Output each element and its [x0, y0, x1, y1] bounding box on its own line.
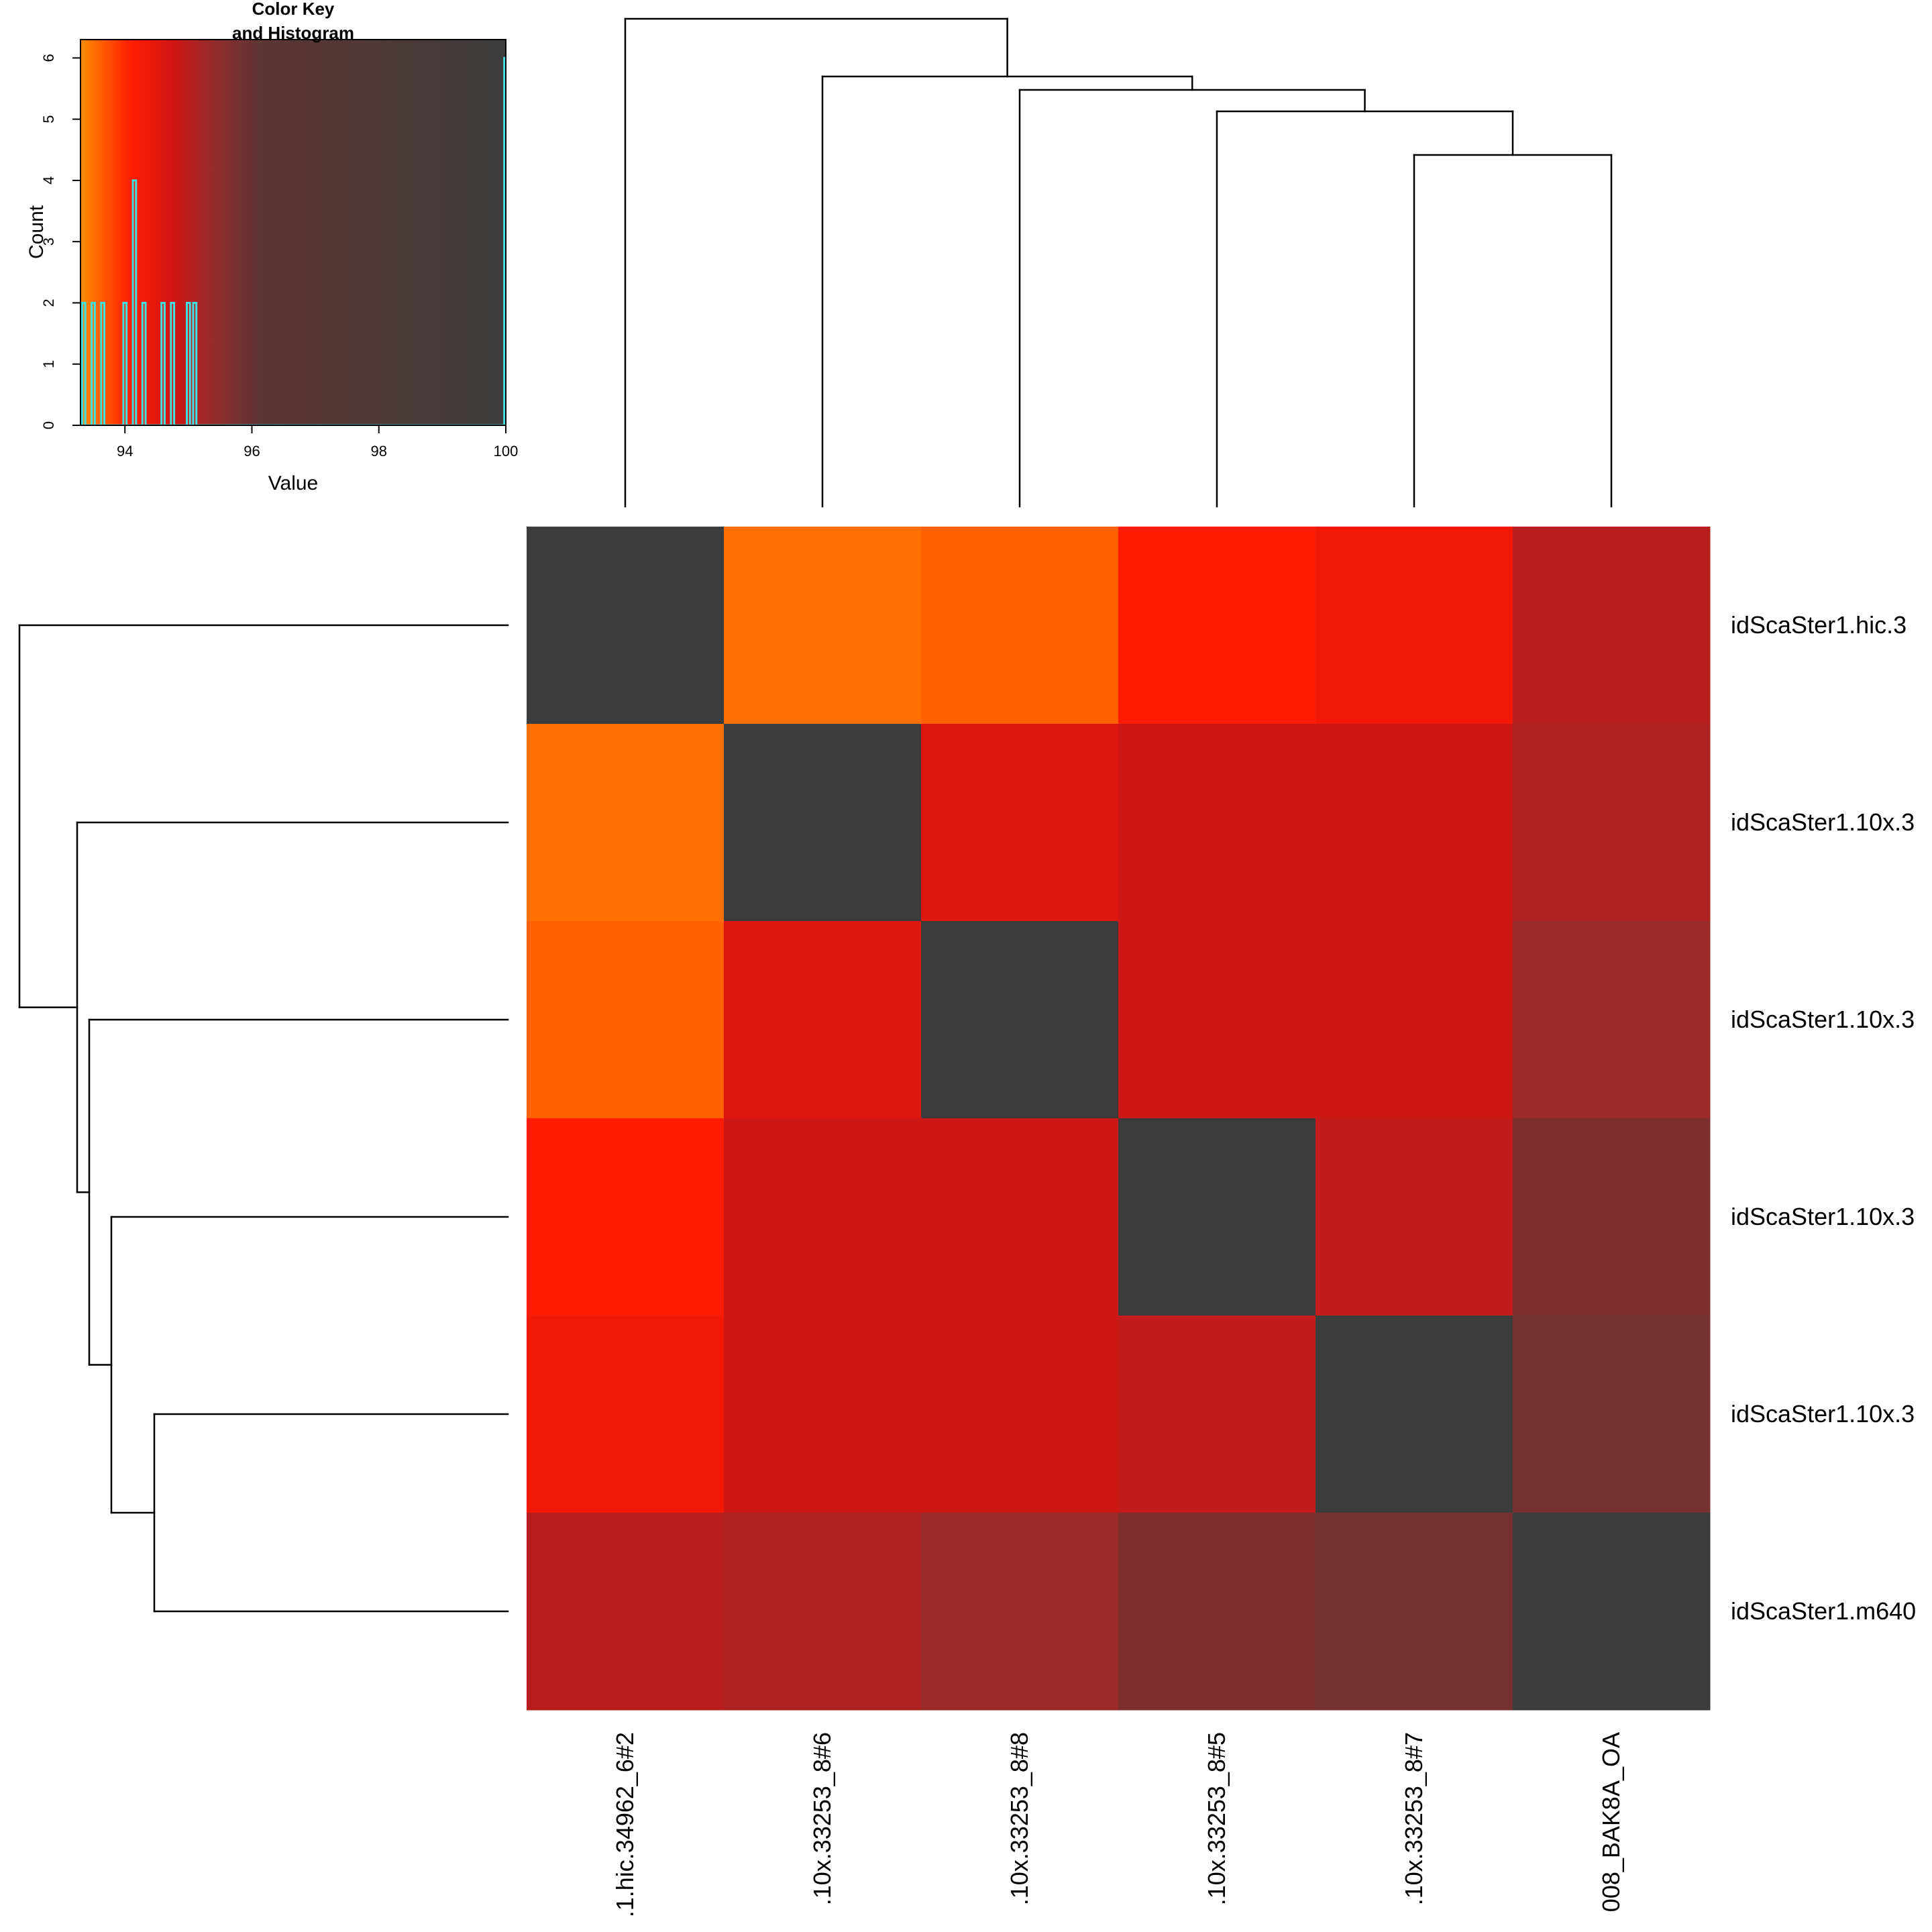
heatmap-cell-r4-c1	[724, 1316, 922, 1513]
heatmap-cells	[527, 527, 1711, 1711]
histogram-layer	[80, 56, 506, 425]
heatmap-cell-r3-c0	[527, 1118, 724, 1316]
y-tick-label: 4	[40, 176, 57, 184]
heatmap-cell-r4-c3	[1118, 1316, 1316, 1513]
row-dendrogram	[18, 624, 509, 1613]
y-tick-label: 5	[40, 115, 57, 123]
histogram-line	[80, 56, 506, 425]
row-label: idScaSter1.10x.3	[1731, 808, 1915, 836]
y-tick-label: 0	[40, 421, 57, 429]
heatmap-cell-r1-c5	[1513, 724, 1711, 922]
heatmap-cell-r4-c2	[921, 1316, 1119, 1513]
heatmap-cell-r0-c3	[1118, 527, 1316, 724]
x-tick-label: 98	[371, 443, 387, 460]
heatmap-cell-r2-c0	[527, 921, 724, 1119]
column-dendrogram	[624, 17, 1613, 508]
color-key-gradient	[80, 40, 506, 425]
column-label: 008_BAK8A_OA	[1597, 1732, 1625, 1912]
column-label: .1.hic.34962_6#2	[611, 1732, 639, 1917]
heatmap-cell-r1-c3	[1118, 724, 1316, 922]
y-tick-label: 2	[40, 299, 57, 307]
heatmap-cell-r0-c2	[921, 527, 1119, 724]
row-label: idScaSter1.m640	[1731, 1597, 1916, 1625]
column-labels: .1.hic.34962_6#2 .10x.33253_8#6 .10x.33253…	[611, 1732, 1625, 1917]
column-label: .10x.33253_8#6	[808, 1732, 836, 1905]
heatmap-cell-r5-c3	[1118, 1513, 1316, 1711]
x-tick-label: 100	[494, 443, 519, 460]
color-key-title-line1: Color Key	[252, 0, 335, 19]
heatmap-cell-r5-c5	[1513, 1513, 1711, 1711]
heatmap-cell-r1-c1	[724, 724, 922, 922]
heatmap-cell-r5-c4	[1316, 1513, 1513, 1711]
column-label: .10x.33253_8#5	[1203, 1732, 1230, 1905]
heatmap-cell-r1-c4	[1316, 724, 1513, 922]
color-key-axes: 94 96 98 100 0 1 2 3 4 5 6	[40, 54, 518, 460]
heatmap-cell-r0-c1	[724, 527, 922, 724]
row-label: idScaSter1.10x.3	[1731, 1006, 1915, 1033]
heatmap-cell-r3-c2	[921, 1118, 1119, 1316]
heatmap-cell-r0-c4	[1316, 527, 1513, 724]
row-labels: idScaSter1.hic.3 idScaSter1.10x.3 idScaSte…	[1731, 611, 1916, 1625]
heatmap-cell-r3-c3	[1118, 1118, 1316, 1316]
column-label: .10x.33253_8#7	[1400, 1732, 1428, 1905]
column-label: .10x.33253_8#8	[1006, 1732, 1033, 1905]
y-tick-label: 1	[40, 360, 57, 368]
color-key-y-label: Count	[25, 205, 48, 259]
x-tick-label: 96	[244, 443, 260, 460]
heatmap-cell-r2-c2	[921, 921, 1119, 1119]
heatmap-cell-r1-c0	[527, 724, 724, 922]
heatmap-cell-r0-c5	[1513, 527, 1711, 724]
heatmap-cell-r1-c2	[921, 724, 1119, 922]
y-tick-label: 6	[40, 54, 57, 62]
row-label: idScaSter1.10x.3	[1731, 1400, 1915, 1428]
heatmap-cell-r5-c1	[724, 1513, 922, 1711]
heatmap-cell-r5-c2	[921, 1513, 1119, 1711]
color-key-frame	[80, 39, 506, 426]
heatmap-cell-r4-c4	[1316, 1316, 1513, 1513]
heatmap-cell-r2-c1	[724, 921, 922, 1119]
color-key-x-label: Value	[268, 472, 319, 494]
heatmap-cell-r2-c4	[1316, 921, 1513, 1119]
row-label: idScaSter1.10x.3	[1731, 1203, 1915, 1230]
color-key-histogram: 94 96 98 100 0 1 2 3 4 5 6 Color Key and Histogram…	[25, 0, 518, 494]
x-tick-label: 94	[117, 443, 133, 460]
row-label: idScaSter1.hic.3	[1731, 611, 1907, 639]
color-key-title-line2: and Histogram	[232, 23, 354, 43]
heatmap-cell-r3-c1	[724, 1118, 922, 1316]
y-tick-label: 3	[40, 237, 57, 246]
heatmap-cell-r5-c0	[527, 1513, 724, 1711]
heatmap-cell-r0-c0	[527, 527, 724, 724]
heatmap-cell-r2-c3	[1118, 921, 1316, 1119]
heatmap-cell-r4-c0	[527, 1316, 724, 1513]
heatmap-cell-r2-c5	[1513, 921, 1711, 1119]
heatmap-cell-r3-c4	[1316, 1118, 1513, 1316]
heatmap-cell-r4-c5	[1513, 1316, 1711, 1513]
heatmap-cell-r3-c5	[1513, 1118, 1711, 1316]
